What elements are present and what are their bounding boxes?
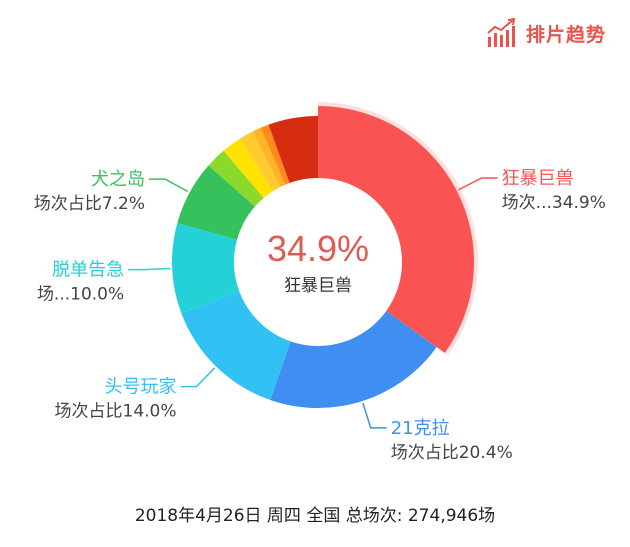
slice-label-share: 场次...34.9% bbox=[502, 193, 606, 213]
slice-label-share: 场次占比20.4% bbox=[391, 443, 513, 463]
trend-chart-icon bbox=[487, 18, 516, 47]
leader-line-quanzhi-dao bbox=[148, 178, 189, 193]
center-label: 34.9% 狂暴巨兽 bbox=[267, 228, 369, 296]
footer-summary: 2018年4月26日 周四 全国 总场次: 274,946场 bbox=[134, 506, 496, 526]
center-name: 狂暴巨兽 bbox=[284, 276, 352, 296]
donut-slices bbox=[171, 102, 479, 408]
slice-other-10[interactable] bbox=[268, 116, 318, 183]
slice-other-9[interactable] bbox=[260, 124, 290, 185]
slice-other-6[interactable] bbox=[223, 138, 273, 198]
slice-touhao-wanjia[interactable] bbox=[181, 291, 291, 400]
slice-other-7[interactable] bbox=[239, 131, 281, 192]
slice-other-5[interactable] bbox=[208, 150, 264, 207]
slice-quanzhi-dao[interactable] bbox=[177, 165, 255, 240]
center-percent: 34.9% bbox=[267, 228, 369, 269]
slice-21-kela[interactable] bbox=[270, 310, 437, 408]
slice-label-share: 场次占比7.2% bbox=[34, 194, 145, 214]
brand-logo[interactable]: 排片趋势 bbox=[486, 18, 606, 48]
slice-label-name: 狂暴巨兽 bbox=[502, 168, 574, 189]
slice-label-share: 场次占比14.0% bbox=[55, 402, 177, 422]
leader-line-21-kela bbox=[362, 402, 387, 429]
slice-label-share: 场...10.0% bbox=[37, 285, 124, 305]
slice-other-8[interactable] bbox=[252, 127, 286, 187]
leader-line-tuodan-gaoji bbox=[128, 267, 171, 271]
slice-tuodan-gaoji[interactable] bbox=[171, 223, 240, 314]
slice-kuangbao-jushou[interactable] bbox=[318, 106, 474, 353]
leader-line-kuangbao-jushou bbox=[458, 177, 498, 191]
slice-label-name: 21克拉 bbox=[391, 418, 450, 439]
leader-line-touhao-wanjia bbox=[180, 367, 216, 388]
slice-label-name: 头号玩家 bbox=[105, 377, 177, 398]
slice-label-name: 犬之岛 bbox=[91, 169, 145, 190]
brand-title: 排片趋势 bbox=[525, 23, 606, 46]
slice-labels: 狂暴巨兽场次...34.9%21克拉场次占比20.4%头号玩家场次占比14.0%… bbox=[34, 168, 606, 463]
slice-label-name: 脱单告急 bbox=[52, 260, 124, 281]
